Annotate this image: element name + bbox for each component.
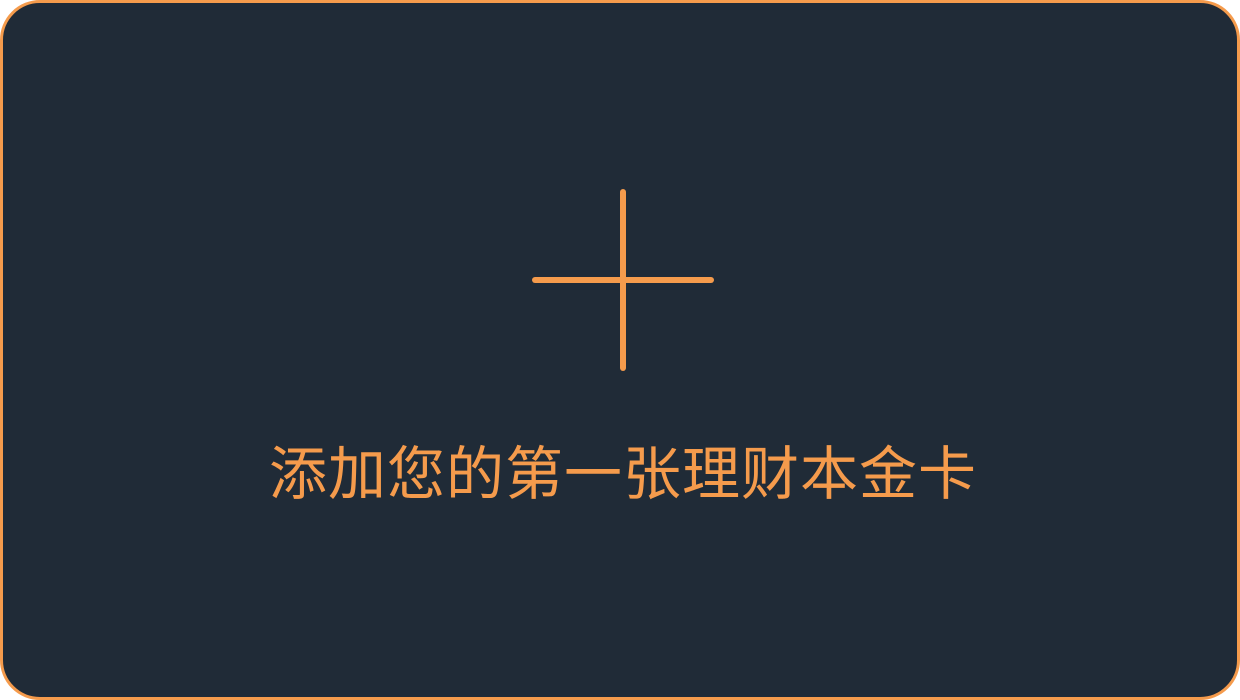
plus-icon: [532, 189, 714, 371]
add-card-label: 添加您的第一张理财本金卡: [268, 440, 977, 508]
